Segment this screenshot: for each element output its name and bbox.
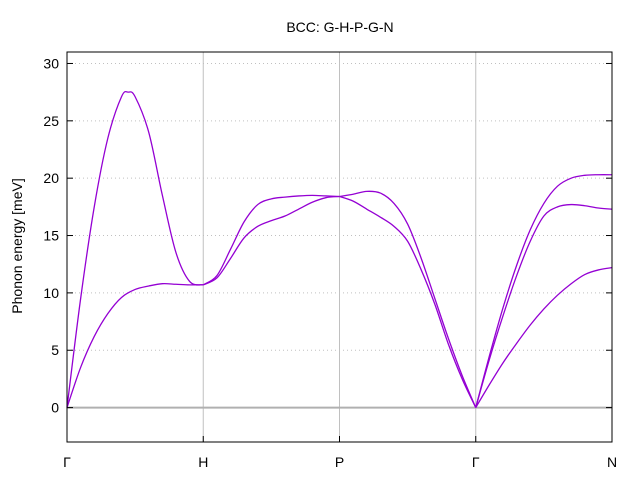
grid bbox=[67, 52, 612, 442]
x-tick-label: H bbox=[198, 454, 208, 470]
x-tick-label: N bbox=[607, 454, 617, 470]
tick-labels: 0 5 10 15 20 25 30 Γ H P Γ N bbox=[43, 55, 617, 470]
series-line bbox=[202, 195, 340, 286]
series-line bbox=[339, 195, 477, 408]
y-tick-label: 25 bbox=[43, 113, 59, 129]
y-tick-label: 10 bbox=[43, 285, 59, 301]
y-tick-label: 20 bbox=[43, 170, 59, 186]
series-line bbox=[339, 190, 477, 408]
x-tick-label: P bbox=[335, 454, 344, 470]
series-line bbox=[202, 194, 340, 286]
y-tick-label: 30 bbox=[43, 55, 59, 71]
series-line bbox=[66, 90, 204, 408]
chart-title: BCC: G-H-P-G-N bbox=[286, 19, 393, 35]
y-tick-label: 0 bbox=[51, 400, 59, 416]
series-line bbox=[66, 282, 204, 408]
series-line bbox=[475, 267, 613, 408]
y-tick-label: 5 bbox=[51, 342, 59, 358]
series-line bbox=[475, 174, 613, 408]
series-group bbox=[66, 90, 613, 408]
x-tick-label: Γ bbox=[472, 454, 480, 470]
y-tick-label: 15 bbox=[43, 228, 59, 244]
x-tick-label: Γ bbox=[63, 454, 71, 470]
axes bbox=[66, 51, 613, 443]
series-line bbox=[475, 203, 613, 408]
y-axis-label: Phonon energy [meV] bbox=[9, 178, 25, 313]
